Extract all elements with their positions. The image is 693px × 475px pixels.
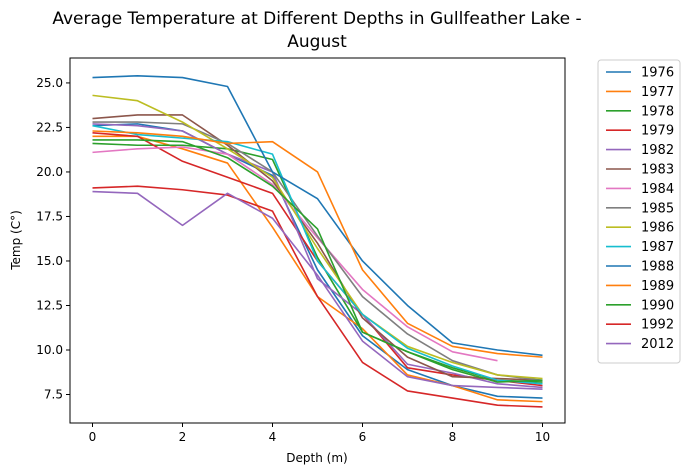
x-tick-label: 10 (535, 430, 550, 444)
series-line-1987 (92, 124, 543, 385)
y-tick-label: 15.0 (36, 254, 63, 268)
chart-title-line-1: Average Temperature at Different Depths … (52, 9, 581, 29)
legend-label-1979: 1979 (641, 124, 674, 139)
axis-ticks: 0 2 4 6 8 10 7.5 10.0 12.5 15.0 17.5 20.0 22.5 25.0 (36, 76, 550, 444)
legend-label-1987: 1987 (641, 240, 674, 255)
legend-label-1976: 1976 (641, 66, 674, 81)
series-line-1992 (92, 185, 543, 408)
legend-label-1986: 1986 (641, 221, 674, 236)
y-tick-label: 20.0 (36, 165, 63, 179)
legend-label-1990: 1990 (641, 298, 674, 313)
plot-frame (69, 57, 566, 424)
series-line-1988 (92, 75, 543, 357)
y-tick-label: 22.5 (36, 120, 63, 134)
legend-label-1984: 1984 (641, 182, 674, 197)
y-tick-label: 17.5 (36, 209, 63, 223)
series-line-2012 (92, 190, 543, 390)
series-line-1990 (92, 139, 543, 383)
legend-frame (597, 59, 681, 364)
series-line-1978 (92, 142, 543, 383)
series-lines (92, 75, 543, 408)
legend-label-1983: 1983 (641, 163, 674, 178)
x-tick-label: 0 (89, 430, 97, 444)
legend-label-1982: 1982 (641, 143, 674, 158)
series-line-1985 (92, 121, 543, 382)
y-tick-label: 12.5 (36, 298, 63, 312)
x-tick-label: 2 (179, 430, 187, 444)
y-tick-label: 7.5 (44, 388, 63, 402)
x-tick-label: 4 (269, 430, 277, 444)
legend-label-1977: 1977 (641, 85, 674, 100)
x-tick-label: 8 (449, 430, 457, 444)
axes (69, 57, 566, 424)
x-tick-label: 6 (359, 430, 367, 444)
legend-label-1988: 1988 (641, 260, 674, 275)
series-line-1986 (92, 94, 543, 380)
x-axis-title: Depth (m) (286, 451, 347, 465)
legend-label-2012: 2012 (641, 337, 674, 352)
legend-label-1992: 1992 (641, 318, 674, 333)
chart-title-line-2: August (287, 32, 347, 52)
y-axis-title: Temp (C°) (9, 210, 23, 271)
y-tick-label: 25.0 (36, 76, 63, 90)
legend-label-1985: 1985 (641, 201, 674, 216)
series-line-1989 (92, 130, 543, 358)
legend-label-1989: 1989 (641, 279, 674, 294)
y-tick-label: 10.0 (36, 343, 63, 357)
legend: 1976 1977 1978 1979 1982 1983 1984 1985 1986 1987… (597, 59, 681, 364)
series-line-1984 (92, 146, 498, 362)
legend-label-1978: 1978 (641, 104, 674, 119)
